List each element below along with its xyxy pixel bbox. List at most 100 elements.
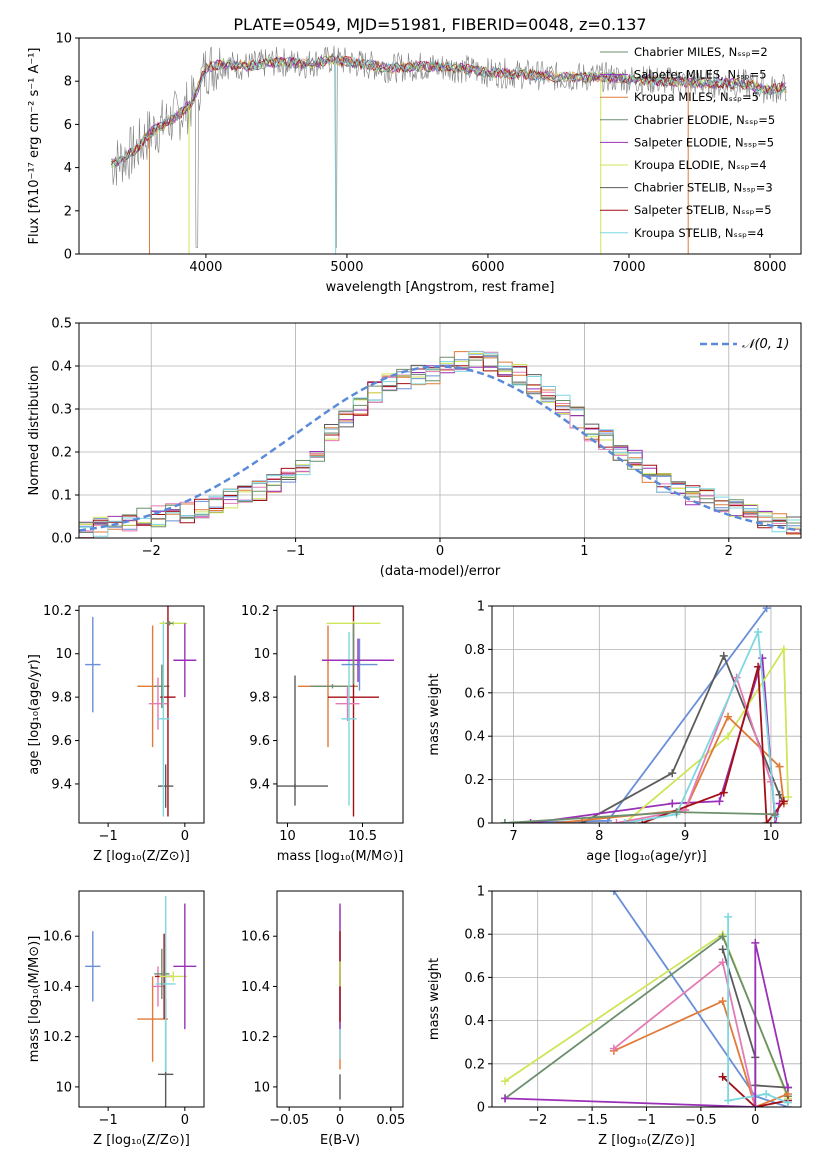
model-fit-line — [111, 54, 787, 168]
weight-series — [621, 645, 793, 823]
chart-mass-vs-z: −1 0 10 10.2 10.4 10.6 Z [log₁₀(Z/Z⊙)] mass [lo… — [27, 890, 205, 1148]
chart-mass-weight-vs-z: −2 −1.5 −1 −0.5 0 0 0.2 0.4 0.6 0.8 1 Z [log₁₀(Z/Z⊙… — [427, 885, 802, 1148]
x-tick-label: −1 — [637, 1113, 656, 1128]
weight-marker — [672, 808, 681, 817]
weight-marker — [719, 788, 728, 797]
y-tick-label: 9.8 — [51, 691, 72, 706]
y-tick-label: 0.4 — [51, 360, 72, 375]
error-bar-point — [157, 621, 170, 817]
normal-reference-curve — [79, 365, 801, 532]
y-tick-label: 0.4 — [464, 1014, 485, 1029]
weight-marker — [718, 1072, 727, 1081]
y-axis-label: mass weight — [427, 958, 442, 1040]
error-bar-point — [173, 903, 197, 1030]
y-tick-label: 10.4 — [241, 980, 270, 995]
x-tick-label: −1 — [286, 544, 305, 559]
axes-frame — [78, 605, 205, 824]
error-bar-point — [165, 621, 174, 626]
x-tick-label: 5000 — [330, 260, 363, 275]
weight-marker — [501, 1077, 510, 1086]
x-tick-label: 1 — [580, 544, 588, 559]
plot-area-age-vs-mass — [277, 606, 394, 817]
weight-marker — [779, 645, 788, 654]
y-tick-label: 0.2 — [464, 1057, 485, 1072]
weight-marker — [751, 938, 760, 947]
y-axis-label: Flux [fλ10⁻¹⁷ erg cm⁻² s⁻¹ A⁻¹] — [27, 48, 42, 245]
y-tick-label: 9.8 — [249, 691, 270, 706]
y-tick-label: 0.0 — [51, 532, 72, 547]
x-tick-label: 2 — [725, 544, 733, 559]
legend-label: Chabrier ELODIE, Nₛₛₚ=5 — [634, 113, 775, 127]
y-tick-label: 4 — [64, 161, 72, 176]
error-bar-point — [154, 948, 170, 999]
error-bar-point — [328, 606, 379, 817]
weight-marker — [724, 912, 733, 921]
x-tick-label: −2 — [528, 1113, 547, 1128]
y-tick-label: 1 — [477, 600, 485, 615]
weight-marker — [526, 819, 535, 823]
y-tick-label: 0 — [477, 1101, 485, 1116]
y-axis-label: mass weight — [427, 673, 442, 755]
weight-line — [727, 916, 789, 1104]
y-tick-label: 0.6 — [464, 686, 485, 701]
x-tick-label: 7000 — [612, 260, 645, 275]
weight-marker — [715, 797, 724, 806]
weight-marker — [771, 810, 780, 819]
weight-marker — [668, 769, 677, 778]
chart-residuals: −2 −1 0 1 2 0.0 0.1 0.2 0.3 0.4 0.5 (data-model)/er… — [27, 317, 802, 579]
y-tick-label: 10.2 — [43, 604, 72, 619]
y-axis-label: age [log₁₀(age/yr)] — [27, 654, 42, 775]
legend-label: Salpeter MILES, Nₛₛₚ=5 — [634, 68, 767, 82]
error-bar-point — [154, 664, 170, 708]
x-tick-label: 0 — [181, 829, 189, 844]
legend: 𝒩(0, 1) — [700, 337, 789, 352]
y-tick-label: 0.1 — [51, 489, 72, 504]
x-tick-label: 8 — [595, 829, 603, 844]
weight-marker — [751, 1103, 760, 1107]
y-tick-label: 10 — [253, 647, 270, 662]
x-axis-label: wavelength [Angstrom, rest frame] — [326, 280, 555, 295]
legend-label: Salpeter ELODIE, Nₛₛₚ=5 — [634, 135, 774, 149]
x-axis-label: (data-model)/error — [380, 564, 501, 579]
weight-marker — [724, 712, 733, 721]
weight-marker — [718, 958, 727, 967]
y-tick-label: 0.8 — [464, 643, 485, 658]
x-tick-label: 0.05 — [376, 1113, 405, 1128]
weight-marker — [762, 1090, 771, 1099]
legend-label: Kroupa STELIB, Nₛₛₚ=4 — [634, 226, 764, 240]
y-tick-label: 8 — [64, 75, 72, 90]
y-tick-label: 0.2 — [51, 446, 72, 461]
x-tick-label: −1.5 — [576, 1113, 608, 1128]
weight-marker — [724, 1096, 733, 1105]
error-bar-point — [137, 976, 168, 1062]
y-tick-label: 10.2 — [241, 1030, 270, 1045]
axes-frame — [78, 890, 205, 1108]
chart-mass-weight-vs-age: 7 8 9 10 0 0.2 0.4 0.6 0.8 1 age [log₁₀(age/yr)] ma… — [427, 600, 802, 864]
y-tick-label: 10 — [55, 1080, 72, 1095]
y-tick-label: 10.6 — [241, 930, 270, 945]
legend-label: Kroupa MILES, Nₛₛₚ=5 — [634, 90, 759, 104]
error-bar-point — [335, 686, 360, 722]
weight-marker — [718, 932, 727, 941]
error-bar-point — [155, 896, 176, 1072]
weight-series — [501, 938, 792, 1107]
model-fit-line — [111, 53, 787, 166]
y-tick-label: 10.2 — [43, 1030, 72, 1045]
x-axis-label: age [log₁₀(age/yr)] — [586, 849, 707, 864]
y-tick-label: 2 — [64, 204, 72, 219]
x-tick-label: −0.5 — [685, 1113, 717, 1128]
weight-marker — [501, 1094, 510, 1103]
weight-marker — [612, 819, 621, 823]
x-tick-label: 10.5 — [348, 829, 377, 844]
weight-marker — [719, 651, 728, 660]
legend-label: 𝒩(0, 1) — [742, 337, 789, 352]
legend: Chabrier MILES, Nₛₛₚ=2 Salpeter MILES, Nₛ… — [600, 45, 775, 240]
y-tick-label: 9.4 — [249, 777, 270, 792]
y-tick-label: 9.6 — [51, 734, 72, 749]
y-tick-label: 9.6 — [249, 734, 270, 749]
axes-frame — [491, 605, 802, 824]
figure-title: PLATE=0549, MJD=51981, FIBERID=0048, z=0… — [233, 15, 646, 34]
y-tick-label: 10 — [55, 647, 72, 662]
x-tick-label: −2 — [142, 544, 161, 559]
weight-marker — [775, 762, 784, 771]
